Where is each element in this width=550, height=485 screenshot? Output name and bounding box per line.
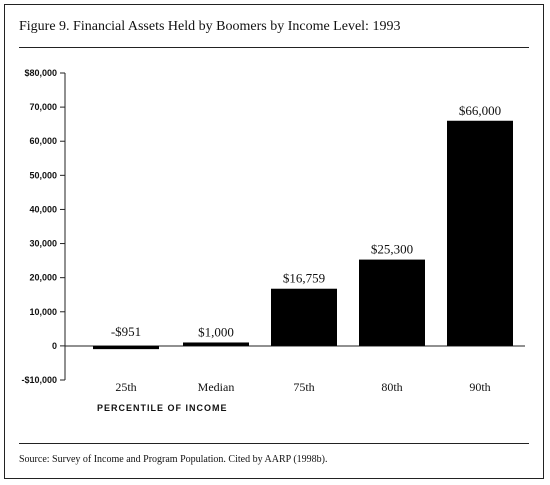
data-label: $25,300 — [371, 242, 413, 257]
bar-chart: -$10,000 0 10,000 20,000 30,000 40,000 50,000 6… — [21, 68, 525, 413]
y-tick-label: 20,000 — [29, 273, 57, 283]
data-label: -$951 — [111, 324, 141, 339]
category-label: 25th — [115, 380, 136, 394]
y-axis-ticks: -$10,000 0 10,000 20,000 30,000 40,000 50,000 6… — [21, 68, 65, 385]
data-label: $66,000 — [459, 103, 501, 118]
bar-80th — [359, 259, 425, 346]
y-tick-label: 50,000 — [29, 170, 57, 180]
y-tick-label: 30,000 — [29, 239, 57, 249]
category-label: Median — [198, 380, 235, 394]
category-label: 75th — [293, 380, 314, 394]
y-tick-label: $80,000 — [24, 68, 57, 78]
title-rule — [19, 47, 529, 48]
y-tick-label: 10,000 — [29, 307, 57, 317]
category-label: 90th — [469, 380, 490, 394]
y-tick-label: 40,000 — [29, 204, 57, 214]
y-tick-label: -$10,000 — [21, 375, 57, 385]
bar-25th — [93, 345, 159, 350]
source-rule — [19, 443, 529, 444]
bars — [93, 120, 513, 350]
figure-title: Figure 9. Financial Assets Held by Boome… — [19, 19, 401, 34]
x-axis-title: PERCENTILE OF INCOME — [97, 403, 228, 413]
category-labels: 25th Median 75th 80th 90th — [115, 380, 490, 394]
y-tick-label: 60,000 — [29, 136, 57, 146]
y-tick-label: 70,000 — [29, 102, 57, 112]
bar-median — [183, 342, 249, 346]
data-label: $1,000 — [198, 324, 234, 339]
data-label: $16,759 — [283, 271, 325, 286]
data-labels: -$951 $1,000 $16,759 $25,300 $66,000 — [111, 103, 501, 340]
source-note: Source: Survey of Income and Program Pop… — [19, 454, 328, 465]
bar-90th — [447, 120, 513, 346]
bar-75th — [271, 288, 337, 346]
figure-frame: Figure 9. Financial Assets Held by Boome… — [4, 4, 544, 479]
category-label: 80th — [381, 380, 402, 394]
y-tick-label: 0 — [52, 341, 57, 351]
